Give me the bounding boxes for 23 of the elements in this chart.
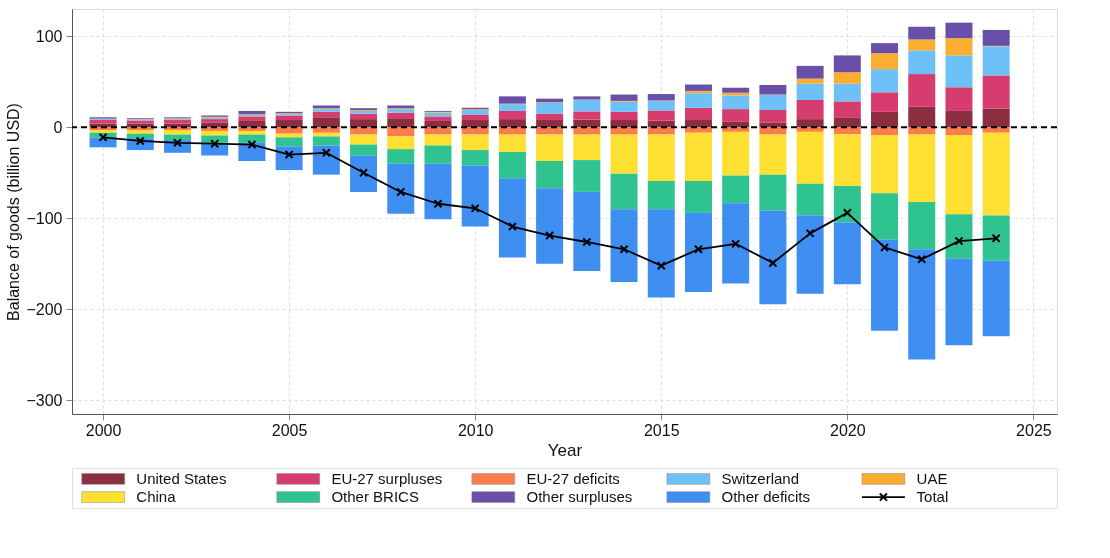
x-tick-label: 2010 [457, 421, 494, 439]
x-axis-title: Year [547, 440, 583, 460]
y-tick-label: 100 [35, 27, 63, 45]
x-tick-label: 2000 [85, 421, 122, 439]
legend-label: United States [136, 469, 227, 487]
y-tick-label: −100 [26, 209, 63, 227]
legend-label: Switzerland [721, 469, 800, 487]
y-tick-label: −300 [26, 391, 63, 409]
legend-label: EU-27 deficits [526, 469, 620, 487]
legend-label: UAE [916, 469, 948, 487]
legend-label: Other BRICS [331, 488, 419, 506]
y-tick-label: 0 [53, 118, 63, 136]
y-tick-label: −200 [26, 300, 63, 318]
x-tick-label: 2015 [643, 421, 680, 439]
legend-label: Other deficits [721, 488, 810, 506]
x-tick-label: 2025 [1016, 421, 1052, 439]
legend-label: Other surpluses [526, 488, 633, 506]
x-tick-label: 2005 [271, 421, 308, 439]
legend-label: China [136, 488, 177, 506]
legend-label: Total [916, 488, 949, 506]
legend-label: EU-27 surpluses [331, 469, 443, 487]
y-axis-title: Balance of goods (billion USD) [5, 103, 23, 321]
x-tick-label: 2020 [830, 421, 866, 439]
